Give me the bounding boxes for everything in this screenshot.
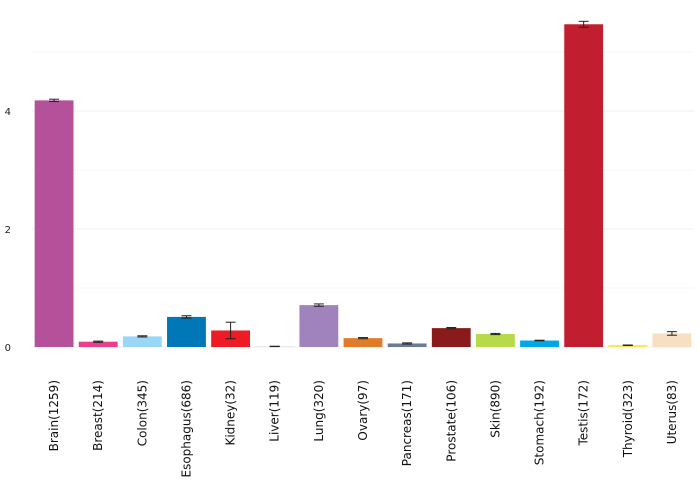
x-tick-label: Lung(320): [312, 380, 326, 442]
x-tick-label: Breast(214): [91, 380, 105, 451]
x-tick-label: Kidney(32): [224, 380, 238, 446]
bar: [652, 333, 692, 347]
bar: [299, 305, 339, 347]
x-tick-label: Thyroid(323): [621, 380, 635, 458]
bar: [431, 328, 471, 347]
bar: [608, 345, 648, 347]
error-bars: [49, 20, 677, 348]
x-tick-label: Esophagus(686): [179, 380, 193, 478]
x-tick-label: Ovary(97): [356, 380, 370, 441]
bars: [34, 24, 692, 348]
bar: [343, 338, 383, 347]
x-tick-label: Uterus(83): [665, 380, 679, 444]
bar: [34, 100, 74, 347]
y-tick-label: 0: [5, 343, 11, 354]
x-tick-label: Colon(345): [135, 380, 149, 446]
x-tick-label: Testis(172): [577, 380, 591, 446]
bar: [564, 24, 604, 348]
bar: [167, 316, 206, 347]
bar: [520, 340, 559, 347]
x-tick-label: Brain(1259): [47, 380, 61, 451]
x-tick-label: Liver(119): [268, 380, 282, 442]
x-tick-label: Pancreas(171): [400, 380, 414, 466]
bar: [387, 343, 427, 347]
y-tick-label: 2: [5, 225, 11, 236]
x-tick-label: Prostate(106): [444, 380, 458, 462]
x-tick-label: Stomach(192): [533, 380, 547, 465]
y-axis: 0 2 4: [5, 107, 11, 354]
bar: [475, 334, 515, 347]
bar: [78, 341, 118, 347]
y-tick-label: 4: [5, 107, 11, 118]
x-axis: Brain(1259) Breast(214) Colon(345) Esophagu…: [47, 380, 679, 478]
bar: [122, 336, 162, 347]
x-tick-label: Skin(890): [488, 380, 502, 438]
